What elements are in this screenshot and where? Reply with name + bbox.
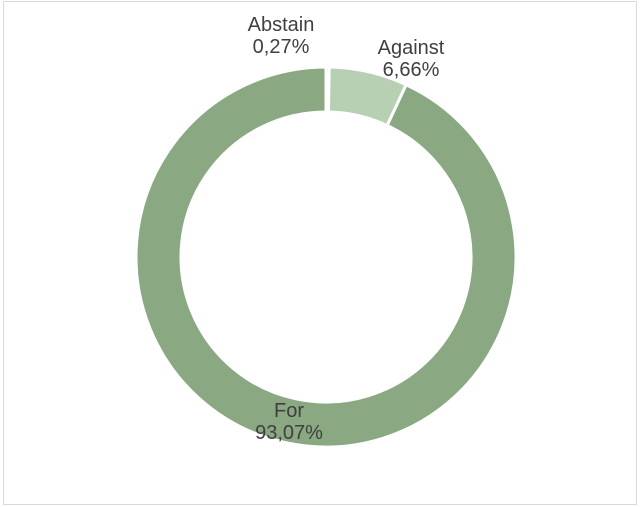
slice-for: [134, 65, 518, 449]
label-for: For 93,07%: [255, 400, 323, 444]
label-against: Against 6,66%: [378, 37, 445, 81]
chart-frame: Abstain 0,27% Against 6,66% For 93,07%: [3, 1, 637, 505]
label-against-name: Against: [377, 37, 445, 59]
label-for-name: For: [274, 400, 304, 422]
label-abstain: Abstain 0,27%: [248, 14, 315, 58]
label-abstain-name: Abstain: [247, 14, 315, 36]
label-abstain-value: 0,27%: [252, 36, 310, 58]
donut-chart: [134, 65, 518, 449]
label-against-value: 6,66%: [382, 59, 440, 81]
label-for-value: 93,07%: [255, 422, 323, 444]
